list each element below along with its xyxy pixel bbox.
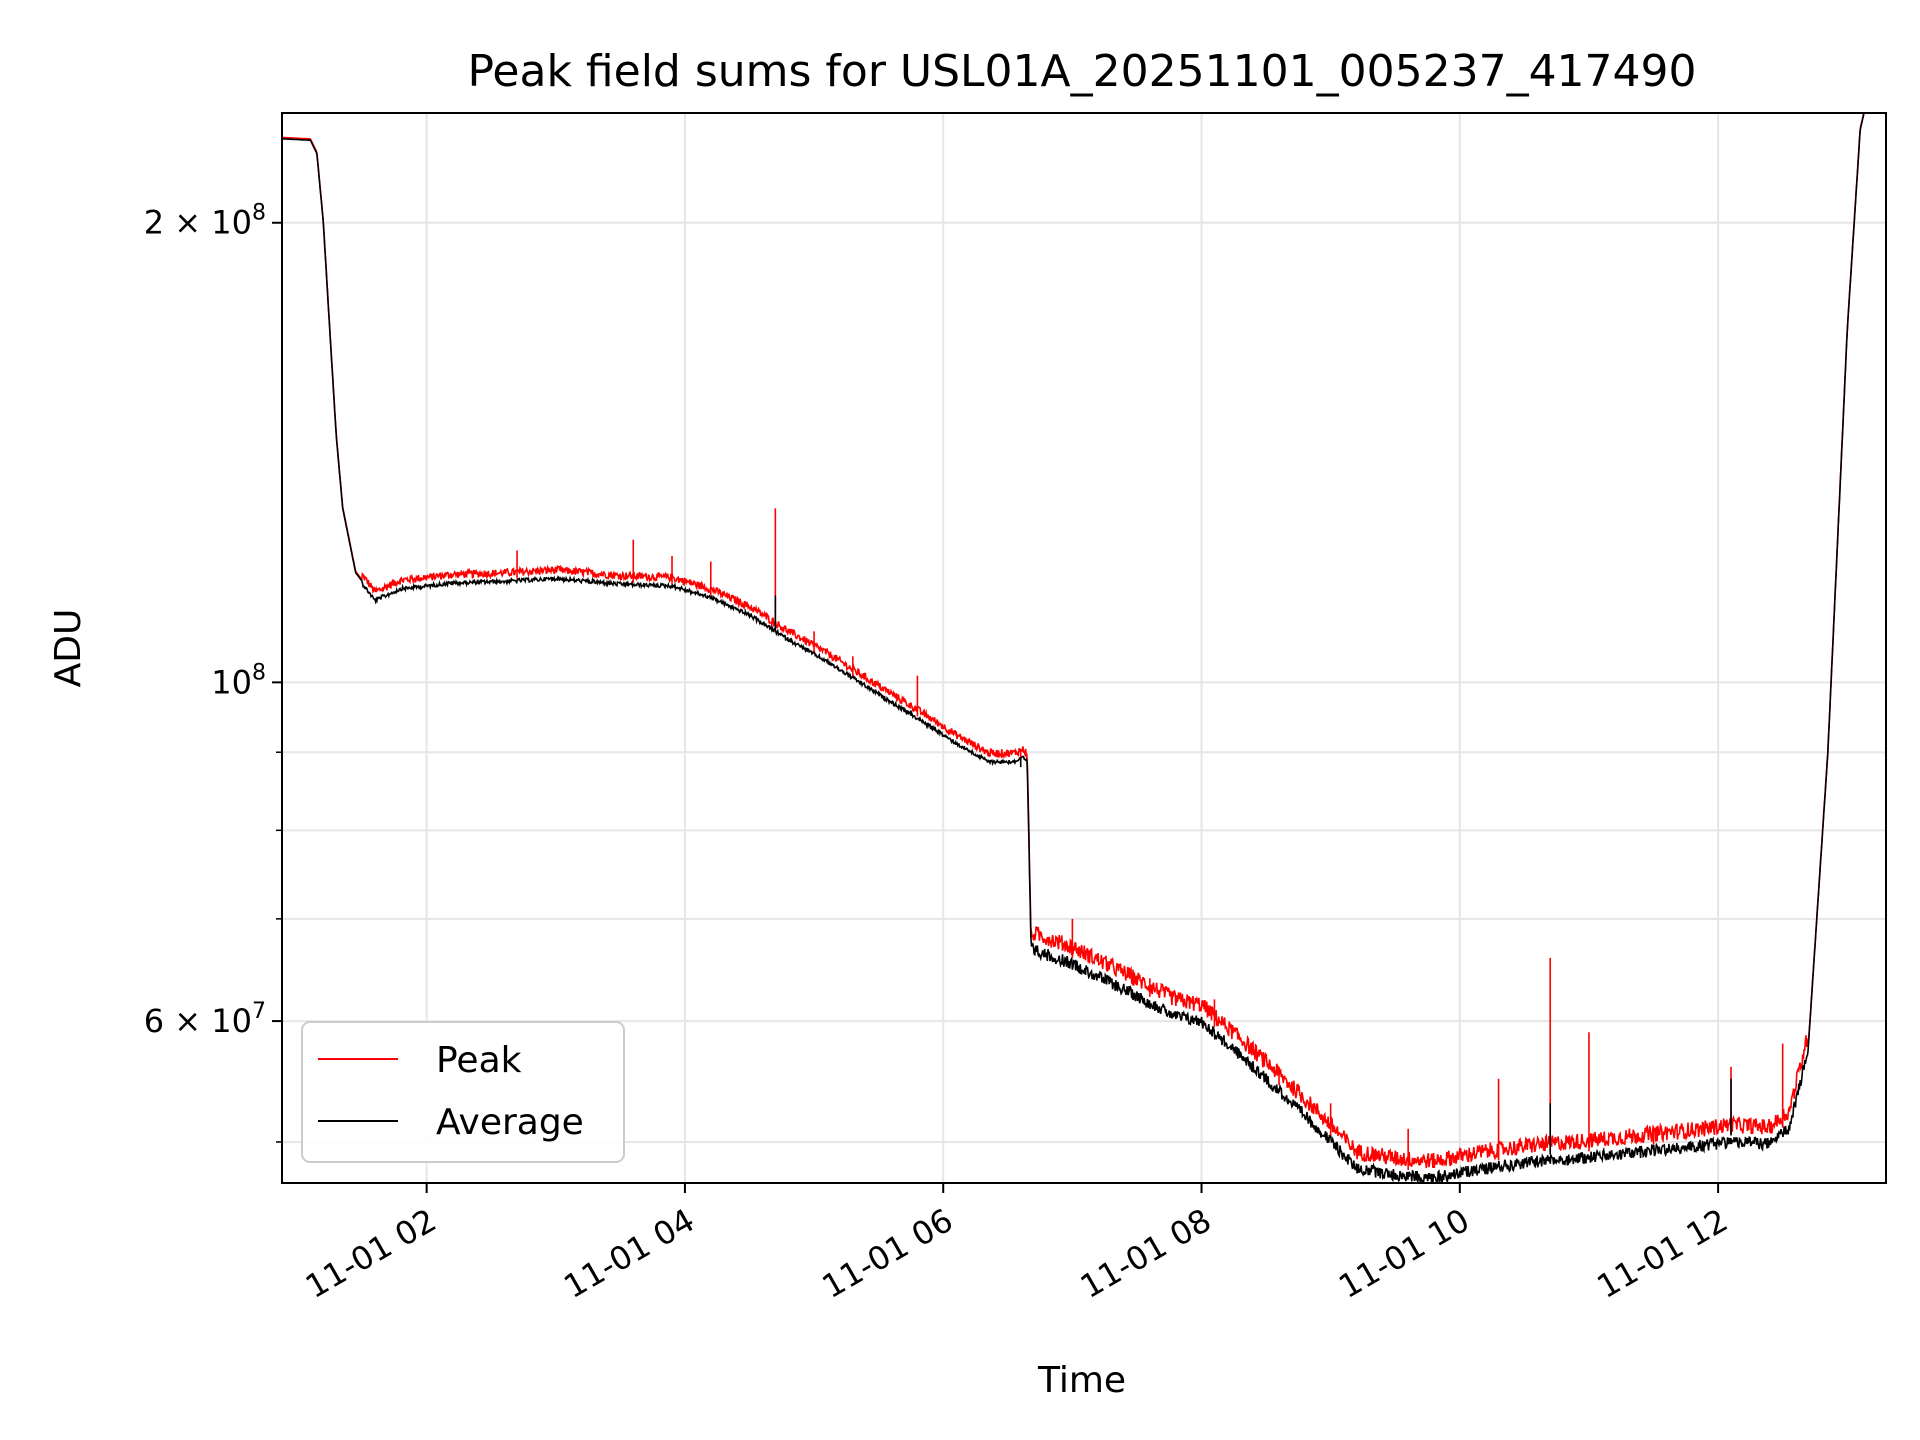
y-tick-label: 108 — [211, 660, 266, 701]
x-axis-label: Time — [1037, 1360, 1126, 1401]
y-tick-label-base: 2 × 10 — [144, 204, 252, 242]
y-tick-label-exponent: 8 — [252, 201, 266, 226]
plot-frame — [281, 112, 1887, 1184]
legend-label-average: Average — [436, 1102, 584, 1143]
y-tick-label-base: 10 — [211, 663, 252, 701]
legend: Peak Average — [301, 1021, 625, 1163]
y-tick-label: 6 × 107 — [144, 999, 266, 1040]
y-tick-label: 2 × 108 — [144, 201, 266, 242]
y-axis-label: ADU — [48, 609, 89, 688]
y-tick-label-base: 6 × 10 — [144, 1002, 252, 1040]
legend-label-peak: Peak — [436, 1040, 522, 1081]
legend-box — [301, 1021, 625, 1163]
y-tick-label-exponent: 8 — [252, 660, 266, 685]
series-layer — [282, 113, 1865, 1183]
chart-title: Peak field sums for USL01A_20251101_0052… — [467, 46, 1696, 97]
series-line-average — [282, 113, 1865, 1183]
y-tick-label-exponent: 7 — [252, 999, 266, 1024]
grid — [282, 113, 1886, 1183]
